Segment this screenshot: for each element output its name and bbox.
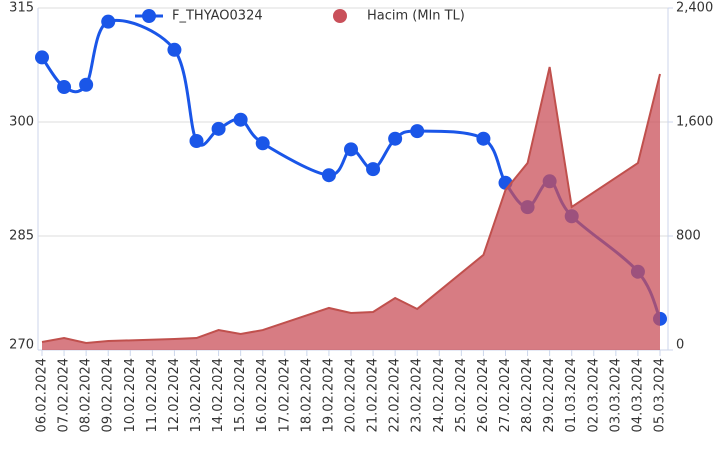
x-tick-label: 28.02.2024	[520, 358, 535, 432]
price-marker	[79, 77, 94, 92]
x-tick-label: 23.02.2024	[410, 358, 425, 432]
y-tick-label: 270	[9, 338, 34, 353]
legend-label: Hacim (Mln TL)	[367, 9, 465, 24]
price-marker	[321, 168, 336, 183]
x-tick-label: 22.02.2024	[388, 358, 403, 432]
x-tick-label: 14.02.2024	[211, 358, 226, 432]
price-marker	[211, 121, 226, 136]
price-marker	[255, 136, 270, 151]
x-tick-label: 16.02.2024	[255, 358, 270, 432]
y-tick-label: 285	[9, 229, 34, 244]
price-marker	[35, 50, 49, 65]
x-tick-label: 18.02.2024	[299, 358, 314, 432]
x-tick-label: 15.02.2024	[233, 358, 248, 432]
legend-symbol	[333, 9, 347, 23]
price-marker	[167, 42, 182, 57]
x-tick-label: 21.02.2024	[366, 358, 381, 432]
price-marker	[388, 131, 403, 146]
x-tick-label: 24.02.2024	[432, 358, 447, 432]
x-tick-label: 11.02.2024	[145, 358, 160, 432]
x-tick-label: 13.02.2024	[189, 358, 204, 432]
x-tick-label: 03.03.2024	[608, 358, 623, 432]
x-tick-label: 10.02.2024	[123, 358, 138, 432]
price-marker	[233, 112, 248, 127]
x-tick-label: 09.02.2024	[101, 358, 116, 432]
volume-area	[42, 66, 660, 351]
x-tick-label: 12.02.2024	[167, 358, 182, 432]
price-marker	[57, 80, 72, 95]
y-tick-label: 300	[9, 115, 34, 130]
x-tick-label: 20.02.2024	[344, 358, 359, 432]
y-tick-label: 315	[9, 1, 34, 16]
x-tick-label: 02.03.2024	[586, 358, 601, 432]
x-tick-label: 27.02.2024	[498, 358, 513, 432]
price-marker	[410, 124, 425, 139]
x-tick-label: 05.03.2024	[653, 358, 668, 432]
y2-tick-label: 800	[676, 229, 701, 244]
y2-tick-label: 0	[676, 338, 684, 353]
legend-label: F_THYAO0324	[172, 9, 263, 24]
x-tick-label: 04.03.2024	[630, 358, 645, 432]
x-tick-label: 06.02.2024	[35, 358, 50, 432]
x-tick-label: 08.02.2024	[79, 358, 94, 432]
legend-symbol	[142, 9, 156, 23]
price-marker	[366, 162, 381, 177]
volume-line	[41, 66, 661, 345]
x-tick-label: 25.02.2024	[454, 358, 469, 432]
x-tick-label: 26.02.2024	[476, 358, 491, 432]
y2-tick-label: 2,400	[676, 1, 713, 16]
x-tick-label: 07.02.2024	[57, 358, 72, 432]
x-tick-label: 19.02.2024	[321, 358, 336, 432]
price-marker	[344, 142, 358, 157]
price-marker	[101, 14, 116, 29]
price-marker	[189, 134, 204, 148]
x-tick-label: 17.02.2024	[277, 358, 292, 432]
y2-tick-label: 1,600	[676, 115, 713, 130]
x-tick-label: 01.03.2024	[564, 358, 579, 432]
price-marker	[476, 131, 491, 146]
x-tick-label: 29.02.2024	[542, 358, 557, 432]
